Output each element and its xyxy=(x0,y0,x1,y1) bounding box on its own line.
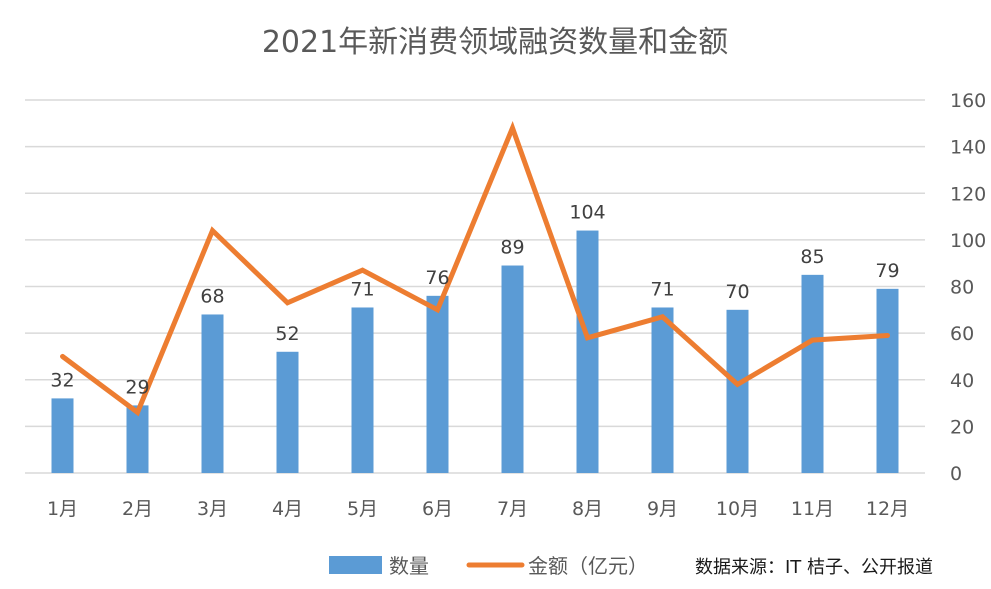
bar-data-label: 71 xyxy=(650,278,674,300)
line-point xyxy=(137,411,138,413)
bar xyxy=(201,314,224,473)
y-tick-label: 100 xyxy=(950,230,986,252)
x-tick-label: 10月 xyxy=(716,498,759,520)
bar-data-label: 104 xyxy=(569,202,605,224)
bar-series xyxy=(51,230,899,473)
x-tick-label: 5月 xyxy=(347,498,378,520)
bar-data-label: 79 xyxy=(875,260,899,282)
line-point xyxy=(362,269,363,271)
bar-data-label: 29 xyxy=(125,376,149,398)
data-labels: 32 29 68 52 71 76 89 104 71 70 85 79 xyxy=(50,202,899,399)
x-axis-ticks: 1月 2月 3月 4月 5月 6月 7月 8月 9月 10月 11月 12月 xyxy=(47,498,909,520)
x-tick-label: 2月 xyxy=(122,498,153,520)
line-point xyxy=(437,309,438,311)
x-tick-label: 8月 xyxy=(572,498,603,520)
bar xyxy=(801,274,824,473)
gridlines xyxy=(25,99,925,474)
bar-data-label: 52 xyxy=(275,323,299,345)
series-line xyxy=(60,121,890,417)
bar-data-label: 85 xyxy=(800,246,824,268)
x-tick-label: 4月 xyxy=(272,498,303,520)
line-point xyxy=(287,302,288,304)
bar xyxy=(426,295,449,473)
bar xyxy=(276,351,299,473)
x-tick-label: 12月 xyxy=(866,498,909,520)
y-tick-label: 20 xyxy=(950,416,974,438)
legend-label-line: 金额（亿元） xyxy=(528,554,648,578)
x-tick-label: 6月 xyxy=(422,498,453,520)
y-tick-label: 60 xyxy=(950,323,974,345)
line-point xyxy=(512,127,513,129)
x-tick-label: 1月 xyxy=(47,498,78,520)
bar xyxy=(576,230,599,473)
x-tick-label: 7月 xyxy=(497,498,528,520)
line-point xyxy=(662,316,663,318)
bar-data-label: 70 xyxy=(725,281,749,303)
x-tick-label: 3月 xyxy=(197,498,228,520)
y-tick-label: 140 xyxy=(950,137,986,159)
bar xyxy=(126,405,149,473)
bar-data-label: 76 xyxy=(425,267,449,289)
bar-data-label: 68 xyxy=(200,285,224,307)
legend-swatch-bar xyxy=(329,556,382,574)
bar xyxy=(651,307,674,473)
bar xyxy=(51,398,74,473)
source-note: 数据来源：IT 桔子、公开报道 xyxy=(695,557,933,578)
bar-data-label: 32 xyxy=(50,369,74,391)
x-tick-label: 11月 xyxy=(791,498,834,520)
legend: 数量 金额（亿元） xyxy=(329,554,648,578)
line-point xyxy=(587,337,588,339)
bar xyxy=(351,307,374,473)
y-tick-label: 160 xyxy=(950,90,986,112)
line-point xyxy=(737,383,738,385)
y-tick-label: 120 xyxy=(950,183,986,205)
bar xyxy=(876,288,899,473)
chart-title: 2021年新消费领域融资数量和金额 xyxy=(262,25,728,60)
y-tick-label: 0 xyxy=(950,463,962,485)
line-point xyxy=(812,339,813,341)
bar xyxy=(501,265,524,473)
bar xyxy=(726,309,749,473)
line-point xyxy=(62,355,63,357)
y-axis-ticks: 0 20 40 60 80 100 120 140 160 xyxy=(950,90,986,485)
y-tick-label: 40 xyxy=(950,370,974,392)
bar-data-label: 71 xyxy=(350,278,374,300)
line-point xyxy=(887,334,888,336)
y-tick-label: 80 xyxy=(950,277,974,299)
bar-data-label: 89 xyxy=(500,237,524,259)
x-tick-label: 9月 xyxy=(647,498,678,520)
line-series xyxy=(60,121,890,417)
legend-label-bar: 数量 xyxy=(389,554,429,578)
line-point xyxy=(212,230,213,232)
